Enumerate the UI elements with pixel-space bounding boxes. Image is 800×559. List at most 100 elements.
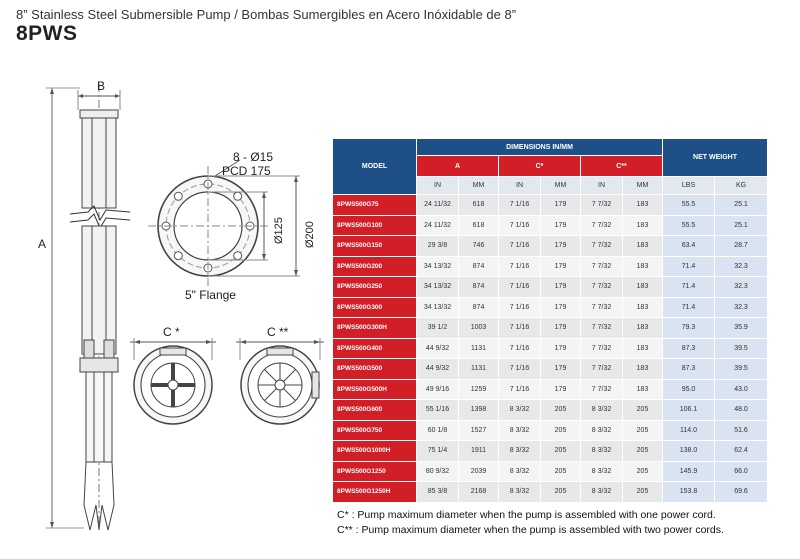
- table-cell: 8 3/32: [580, 440, 623, 462]
- table-cell: 183: [621, 296, 664, 318]
- table-cell: 106.1: [662, 399, 716, 421]
- table-row: 8PWS500G1250 80 9/32 2039 8 3/32 205 8 3…: [332, 460, 769, 482]
- table-cell: 34 13/32: [416, 296, 459, 318]
- footnote-c1: C* : Pump maximum diameter when the pump…: [337, 509, 716, 521]
- table-cell: 7 1/16: [498, 337, 541, 359]
- table-cell: 71.4: [662, 255, 716, 277]
- unit-header: IN: [416, 176, 459, 195]
- table-cell: 153.8: [662, 481, 716, 503]
- outer-diameter-label: Ø200: [304, 221, 316, 248]
- table-cell: 7 1/16: [498, 358, 541, 380]
- table-cell: 8 3/32: [498, 460, 541, 482]
- table-cell: 44 9/32: [416, 337, 459, 359]
- table-cell: 205: [621, 460, 664, 482]
- table-cell: 183: [621, 337, 664, 359]
- table-cell: 874: [458, 296, 499, 318]
- model-cell: 8PWS500G75: [332, 194, 417, 216]
- table-row: 8PWS500G500H 49 9/16 1259 7 1/16 179 7 7…: [332, 378, 769, 400]
- table-row: 8PWS500G250 34 13/32 874 7 1/16 179 7 7/…: [332, 276, 769, 298]
- table-cell: 7 1/16: [498, 296, 541, 318]
- table-cell: 179: [540, 296, 581, 318]
- table-cell: 1259: [458, 378, 499, 400]
- table-cell: 8 3/32: [498, 419, 541, 441]
- table-cell: 179: [540, 337, 581, 359]
- table-cell: 71.4: [662, 276, 716, 298]
- model-cell: 8PWS500G200: [332, 255, 417, 277]
- table-row: 8PWS500G75 24 11/32 618 7 1/16 179 7 7/3…: [332, 194, 769, 216]
- model-cell: 8PWS500G600: [332, 399, 417, 421]
- table-cell: 179: [540, 235, 581, 257]
- inner-diameter-label: Ø125: [273, 217, 285, 244]
- page-subtitle: 8” Stainless Steel Submersible Pump / Bo…: [16, 7, 517, 22]
- table-cell: 25.1: [714, 194, 769, 216]
- table-cell: 55.5: [662, 214, 716, 236]
- table-cell: 8 3/32: [580, 481, 623, 503]
- table-cell: 80 9/32: [416, 460, 459, 482]
- table-cell: 7 1/16: [498, 378, 541, 400]
- unit-header: MM: [540, 176, 581, 195]
- dim-b-label: B: [97, 79, 105, 93]
- table-cell: 138.0: [662, 440, 716, 462]
- table-cell: 24 11/32: [416, 194, 459, 216]
- table-cell: 183: [621, 214, 664, 236]
- table-cell: 43.0: [714, 378, 769, 400]
- table-row: 8PWS500G500 44 9/32 1131 7 1/16 179 7 7/…: [332, 358, 769, 380]
- model-cell: 8PWS500G1250H: [332, 481, 417, 503]
- table-cell: 205: [621, 440, 664, 462]
- table-cell: 205: [540, 460, 581, 482]
- table-cell: 55 1/16: [416, 399, 459, 421]
- table-cell: 39 1/2: [416, 317, 459, 339]
- table-cell: 179: [540, 378, 581, 400]
- table-cell: 7 7/32: [580, 317, 623, 339]
- model-cell: 8PWS500G400: [332, 337, 417, 359]
- spec-table: MODEL DIMENSIONS IN/MM NET WEIGHT A C* C…: [332, 138, 769, 503]
- table-cell: 205: [540, 440, 581, 462]
- table-cell: 25.1: [714, 214, 769, 236]
- table-cell: 7 7/32: [580, 337, 623, 359]
- table-cell: 7 7/32: [580, 296, 623, 318]
- table-row: 8PWS500G1000H 75 1/4 1911 8 3/32 205 8 3…: [332, 440, 769, 462]
- table-cell: 183: [621, 276, 664, 298]
- table-row: 8PWS500G100 24 11/32 618 7 1/16 179 7 7/…: [332, 214, 769, 236]
- table-cell: 79.3: [662, 317, 716, 339]
- table-cell: 49 9/16: [416, 378, 459, 400]
- table-row: 8PWS500G300H 39 1/2 1003 7 1/16 179 7 7/…: [332, 317, 769, 339]
- table-cell: 7 1/16: [498, 214, 541, 236]
- flange-label: 5" Flange: [185, 288, 236, 302]
- table-cell: 62.4: [714, 440, 769, 462]
- table-cell: 1131: [458, 358, 499, 380]
- table-cell: 51.6: [714, 419, 769, 441]
- table-cell: 746: [458, 235, 499, 257]
- table-cell: 32.3: [714, 276, 769, 298]
- table-cell: 44 9/32: [416, 358, 459, 380]
- table-row: 8PWS500G200 34 13/32 874 7 1/16 179 7 7/…: [332, 255, 769, 277]
- table-cell: 34 13/32: [416, 276, 459, 298]
- table-cell: 87.3: [662, 358, 716, 380]
- table-cell: 205: [540, 399, 581, 421]
- table-cell: 179: [540, 255, 581, 277]
- table-row: 8PWS500G150 29 3/8 746 7 1/16 179 7 7/32…: [332, 235, 769, 257]
- table-cell: 60 1/8: [416, 419, 459, 441]
- dim-a-label: A: [38, 237, 46, 251]
- model-cell: 8PWS500G100: [332, 214, 417, 236]
- table-cell: 205: [540, 419, 581, 441]
- table-row: 8PWS500G600 55 1/16 1398 8 3/32 205 8 3/…: [332, 399, 769, 421]
- table-cell: 39.5: [714, 358, 769, 380]
- table-cell: 205: [621, 481, 664, 503]
- table-cell: 874: [458, 255, 499, 277]
- table-cell: 7 7/32: [580, 235, 623, 257]
- model-header: MODEL: [332, 138, 417, 195]
- table-cell: 1398: [458, 399, 499, 421]
- table-cell: 179: [540, 317, 581, 339]
- table-cell: 2168: [458, 481, 499, 503]
- table-cell: 7 1/16: [498, 276, 541, 298]
- table-cell: 874: [458, 276, 499, 298]
- table-row: 8PWS500G1250H 85 3/8 2168 8 3/32 205 8 3…: [332, 481, 769, 503]
- table-cell: 48.0: [714, 399, 769, 421]
- table-cell: 183: [621, 358, 664, 380]
- table-cell: 114.0: [662, 419, 716, 441]
- table-cell: 183: [621, 255, 664, 277]
- table-cell: 7 1/16: [498, 317, 541, 339]
- model-cell: 8PWS500G500H: [332, 378, 417, 400]
- table-cell: 7 7/32: [580, 214, 623, 236]
